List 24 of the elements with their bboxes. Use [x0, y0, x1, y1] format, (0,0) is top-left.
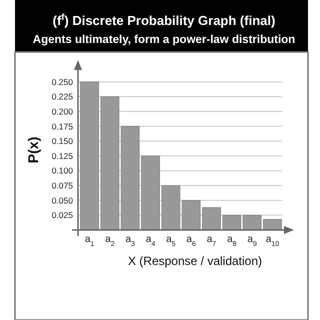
y-tick-label: 0.025 [52, 210, 74, 220]
chart-title: (f$^{f}$) Discrete Probability Graph (final) [52, 12, 276, 28]
y-tick-label: 0.100 [52, 166, 74, 176]
x-tick-label: a$_{2}$ [105, 234, 115, 248]
x-tick-label: a$_{6}$ [186, 234, 196, 248]
x-tick-label: a$_{1}$ [84, 234, 94, 248]
x-axis-title: X (Response / validation) [128, 254, 262, 268]
x-tick-label: a$_{7}$ [206, 234, 216, 248]
y-axis-title: P(x) [25, 136, 41, 164]
y-tick-label: 0.150 [52, 136, 74, 146]
y-tick-label: 0.250 [52, 76, 74, 87]
x-tick-label: a$_{3}$ [125, 234, 136, 248]
y-tick-label: 0.125 [52, 150, 74, 161]
x-tick-label: a$_{8}$ [227, 234, 237, 248]
y-tick-label: 0.225 [52, 92, 74, 102]
chart-subtitle: Agents ultimately, form a power-law distribution [32, 34, 296, 46]
x-tick-label: a$_{5}$ [166, 234, 176, 248]
y-tick-label: 0.050 [52, 195, 74, 206]
y-tick-label: 0.175 [52, 121, 74, 132]
x-tick-label: a$_{9}$ [247, 234, 257, 248]
x-tick-label: a$_{4}$ [146, 234, 156, 248]
x-tick-label: a$_{10}$ [266, 234, 280, 248]
y-tick-label: 0.200 [52, 106, 74, 116]
y-tick-label: 0.075 [52, 180, 74, 191]
